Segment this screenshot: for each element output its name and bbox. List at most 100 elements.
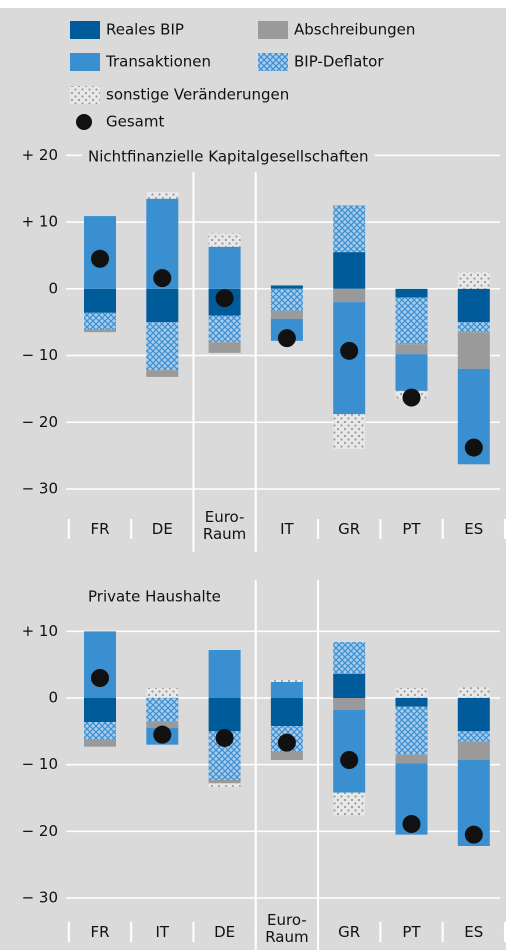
title-bg	[82, 587, 227, 606]
bar-segment	[146, 721, 179, 728]
total-dot	[153, 269, 172, 288]
bar-segment	[146, 688, 179, 698]
y-tick-label: − 10	[22, 346, 58, 364]
y-tick-label: − 10	[22, 755, 58, 773]
total-dot	[277, 329, 296, 348]
total-dot	[340, 341, 359, 360]
total-dot	[215, 289, 234, 308]
bar-segment	[333, 252, 366, 289]
x-tick-label: Euro-Raum	[202, 508, 247, 543]
bar-segment	[457, 741, 490, 760]
x-tick-label: DE	[151, 520, 173, 538]
bar-segment	[270, 285, 303, 289]
x-tick-label: ES	[464, 923, 484, 941]
total-dot	[464, 438, 483, 457]
bar-segment	[208, 780, 241, 784]
x-tick-label: GR	[338, 923, 361, 941]
y-tick-label: − 20	[22, 822, 58, 840]
legend-label: Abschreibungen	[294, 21, 415, 39]
total-dot	[402, 388, 421, 407]
bar-segment	[457, 731, 490, 742]
bar-segment	[270, 752, 303, 760]
bar-segment	[395, 297, 428, 345]
total-dot	[340, 751, 359, 769]
total-dot	[402, 815, 421, 833]
legend-label: BIP-Deflator	[294, 53, 384, 71]
total-dot	[91, 669, 109, 687]
bar-segment	[333, 205, 366, 253]
x-tick-label: Euro-Raum	[265, 911, 309, 946]
bar-segment	[333, 698, 366, 710]
bar-segment	[333, 642, 366, 674]
y-tick-label: − 30	[22, 479, 58, 497]
bar-segment	[395, 754, 428, 764]
bar-segment	[270, 682, 303, 698]
bar-segment	[146, 288, 179, 323]
legend-swatch	[258, 21, 288, 39]
bar-segment	[395, 288, 428, 298]
bar-segment	[395, 706, 428, 755]
y-tick-label: + 10	[22, 213, 58, 231]
bar-segment	[395, 688, 428, 698]
total-dot	[153, 725, 172, 744]
bar-segment	[395, 344, 428, 355]
x-tick-label: IT	[280, 520, 294, 538]
top-band	[0, 0, 506, 8]
y-tick-label: + 10	[22, 622, 58, 640]
bar-segment	[84, 329, 116, 333]
legend-swatch	[70, 86, 100, 104]
bar-segment	[333, 414, 366, 449]
y-tick-label: 0	[48, 689, 58, 707]
title-bg	[82, 147, 375, 166]
legend-label: Gesamt	[106, 113, 164, 131]
bar-segment	[84, 740, 116, 747]
chart-title: Private Haushalte	[88, 588, 221, 606]
y-tick-label: − 30	[22, 889, 58, 907]
bar-segment	[208, 246, 241, 289]
bar-segment	[146, 370, 179, 377]
bar-segment	[457, 687, 490, 698]
total-dot	[215, 729, 234, 747]
bar-segment	[457, 322, 490, 333]
bar-segment	[84, 288, 116, 313]
bar-segment	[208, 342, 241, 353]
bar-segment	[84, 698, 116, 722]
chart-title: Nichtfinanzielle Kapitalgesellschaften	[88, 148, 369, 166]
bar-segment	[270, 680, 303, 682]
x-tick-label: IT	[155, 923, 170, 941]
legend-swatch	[70, 53, 100, 71]
x-tick-label: ES	[464, 520, 484, 538]
bar-segment	[457, 332, 490, 369]
bar-segment	[270, 288, 303, 311]
bar-segment	[333, 792, 366, 816]
bar-segment	[146, 698, 179, 722]
total-dot	[91, 249, 109, 268]
bar-segment	[146, 192, 179, 199]
total-dot	[277, 733, 296, 752]
bar-segment	[270, 310, 303, 319]
x-tick-label: PT	[402, 520, 421, 538]
legend-swatch	[70, 21, 100, 39]
y-tick-label: 0	[48, 279, 58, 297]
bar-segment	[457, 288, 490, 323]
bar-segment	[84, 722, 116, 740]
x-tick-label: DE	[214, 923, 236, 941]
legend-swatch	[258, 53, 288, 71]
bar-segment	[146, 322, 179, 371]
bar-segment	[457, 272, 490, 289]
x-tick-label: FR	[90, 923, 110, 941]
total-dot	[464, 825, 483, 844]
y-tick-label: + 20	[22, 146, 58, 164]
bar-segment	[270, 698, 303, 726]
bar-segment	[457, 698, 490, 732]
x-tick-label: GR	[338, 520, 361, 538]
bar-segment	[84, 312, 116, 330]
bar-segment	[84, 631, 116, 698]
bar-segment	[208, 783, 241, 787]
bar-segment	[208, 698, 241, 732]
bar-segment	[208, 233, 241, 247]
y-tick-label: − 20	[22, 413, 58, 431]
bar-segment	[208, 315, 241, 343]
